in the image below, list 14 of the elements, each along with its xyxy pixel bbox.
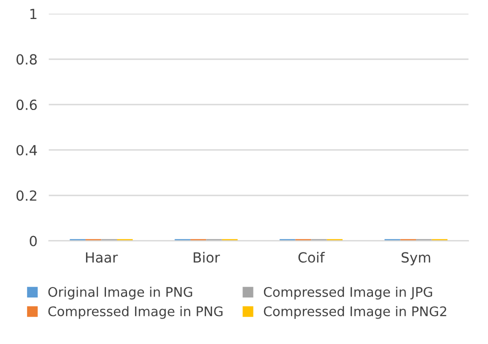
y-tick-label: 1 xyxy=(30,8,36,20)
legend-label: Original Image in PNG xyxy=(48,286,192,300)
legend-label: Compressed Image in JPG xyxy=(264,286,432,300)
x-tick-label: Sym xyxy=(402,252,430,266)
legend-label: Compressed Image in PNG2 xyxy=(264,306,446,319)
y-tick-label: 0.4 xyxy=(16,144,37,156)
y-tick-label: 0.2 xyxy=(16,190,36,201)
y-tick-label: 0 xyxy=(30,236,37,246)
y-tick-label: 0.8 xyxy=(16,54,37,65)
x-tick-label: Bior xyxy=(194,252,220,263)
y-tick-label: 0.6 xyxy=(16,100,37,110)
legend-label: Compressed Image in PNG xyxy=(48,306,222,319)
x-tick-label: Coif xyxy=(298,252,325,263)
x-tick-label: Haar xyxy=(86,252,118,263)
